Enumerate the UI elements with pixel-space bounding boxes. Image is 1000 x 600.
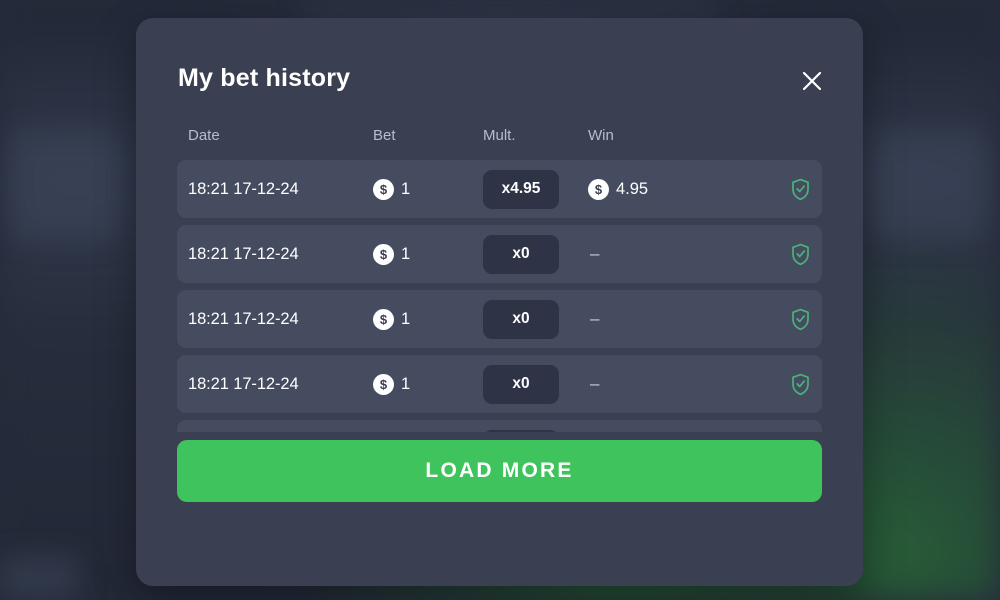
table-header-row: Date Bet Mult. Win — [136, 118, 863, 152]
modal-header: My bet history — [136, 18, 863, 118]
background-decoration — [0, 555, 80, 600]
column-header-date: Date — [188, 126, 220, 144]
cell-status — [748, 308, 819, 331]
cell-mult: x4.95 — [483, 169, 588, 209]
multiplier-badge: x0 — [483, 429, 559, 432]
shield-check-icon — [791, 308, 810, 331]
bet-history-list[interactable]: 18:21 17-12-24 $ 1 x4.95 $4.95 18:21 17-… — [136, 160, 863, 432]
cell-mult: x0 — [483, 234, 588, 274]
bet-amount: 1 — [401, 179, 411, 198]
background-decoration — [10, 130, 120, 240]
cell-bet: $ 1 — [373, 178, 483, 200]
page-title: My bet history — [178, 64, 351, 92]
modal-footer: LOAD MORE — [136, 398, 863, 586]
dollar-coin-icon: $ — [588, 178, 609, 200]
column-header-mult: Mult. — [483, 126, 516, 144]
multiplier-badge: x0 — [483, 234, 559, 274]
cell-bet: $ 1 — [373, 373, 483, 395]
bet-amount: 1 — [401, 309, 411, 328]
bet-amount: 1 — [401, 244, 411, 263]
shield-check-icon — [791, 373, 810, 396]
cell-win: – — [588, 309, 748, 329]
column-header-bet: Bet — [373, 126, 396, 144]
win-amount: – — [590, 309, 600, 328]
dollar-coin-icon: $ — [373, 308, 394, 330]
win-amount: – — [590, 244, 600, 263]
load-more-button[interactable]: LOAD MORE — [177, 440, 822, 502]
cell-date: 18:21 17-12-24 — [188, 244, 299, 263]
cell-bet: $ 1 — [373, 243, 483, 265]
table-row[interactable]: 18:21 17-12-24 $ 1 x4.95 $4.95 — [177, 160, 822, 218]
cell-date: 18:21 17-12-24 — [188, 374, 299, 393]
cell-status — [748, 178, 819, 201]
cell-mult: x0 — [483, 429, 588, 432]
multiplier-badge: x0 — [483, 364, 559, 404]
win-amount: 4.95 — [616, 179, 649, 198]
table-row[interactable]: 18:21 17-12-24 $ 1 x0 – — [177, 290, 822, 348]
close-icon[interactable] — [799, 68, 825, 94]
cell-date: 18:21 17-12-24 — [188, 179, 299, 198]
shield-check-icon — [791, 178, 810, 201]
multiplier-badge: x0 — [483, 299, 559, 339]
dollar-coin-icon: $ — [373, 373, 394, 395]
column-header-win: Win — [588, 126, 614, 144]
table-row[interactable]: 18:21 17-12-24 $ 1 x0 – — [177, 225, 822, 283]
bet-amount: 1 — [401, 374, 411, 393]
cell-win: – — [588, 244, 748, 264]
table-row[interactable]: 18:21 17-12-24 $ 1 x0 – — [177, 355, 822, 413]
bet-history-modal: My bet history Date Bet Mult. Win 18:21 … — [136, 18, 863, 586]
cell-mult: x0 — [483, 364, 588, 404]
cell-date: 18:21 17-12-24 — [188, 309, 299, 328]
cell-status — [748, 373, 819, 396]
cell-status — [748, 243, 819, 266]
table-row[interactable]: 18:21 17-12-24 $ 1 x0 – — [177, 420, 822, 432]
shield-check-icon — [791, 243, 810, 266]
win-amount: – — [590, 374, 600, 393]
cell-bet: $ 1 — [373, 308, 483, 330]
dollar-coin-icon: $ — [373, 243, 394, 265]
cell-win: $4.95 — [588, 178, 748, 200]
dollar-coin-icon: $ — [373, 178, 394, 200]
cell-win: – — [588, 374, 748, 394]
multiplier-badge: x4.95 — [483, 169, 559, 209]
cell-mult: x0 — [483, 299, 588, 339]
background-decoration — [870, 130, 985, 240]
